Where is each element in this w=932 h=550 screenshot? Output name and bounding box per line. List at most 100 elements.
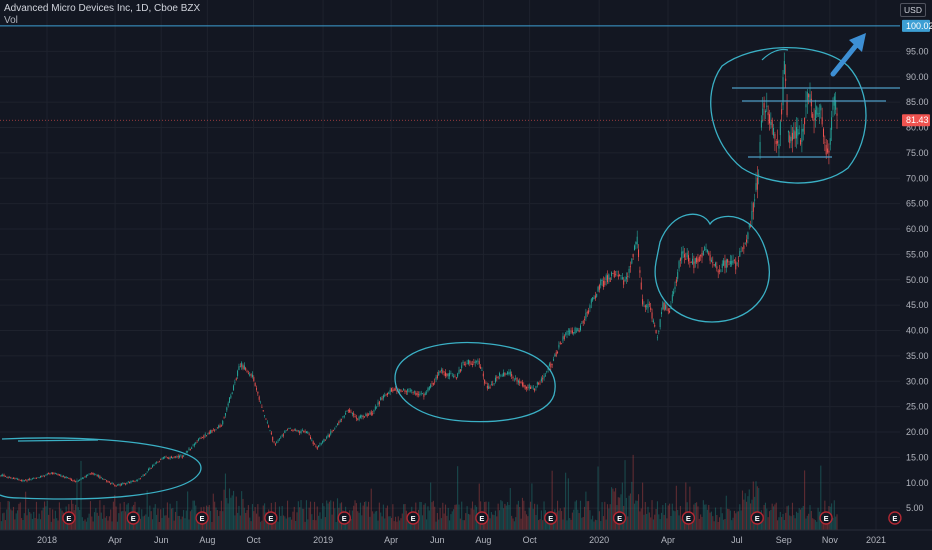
volume-bar xyxy=(783,519,785,530)
volume-bar xyxy=(119,503,121,530)
earnings-marker[interactable]: E xyxy=(819,511,833,525)
candle xyxy=(793,122,795,140)
earnings-marker[interactable]: E xyxy=(264,511,278,525)
candle xyxy=(34,477,36,479)
earnings-marker[interactable]: E xyxy=(126,511,140,525)
volume-bar xyxy=(39,519,42,530)
currency-badge[interactable]: USD xyxy=(900,3,926,17)
candle xyxy=(577,327,579,332)
drawing-ellipse-2019[interactable] xyxy=(394,341,556,423)
volume-bar xyxy=(585,491,587,530)
volume-bar xyxy=(21,518,23,530)
candle xyxy=(330,429,332,436)
candle xyxy=(342,416,344,419)
candle xyxy=(736,262,738,267)
candle xyxy=(674,281,676,293)
candle xyxy=(814,99,816,128)
earnings-marker[interactable]: E xyxy=(475,511,489,525)
volume-bar xyxy=(168,517,170,530)
candle xyxy=(212,428,214,431)
drawing-tick-2020[interactable] xyxy=(761,48,789,61)
earnings-marker[interactable]: E xyxy=(612,511,627,525)
volume-bar xyxy=(524,510,526,530)
candle xyxy=(386,392,388,397)
price-axis[interactable]: 5.00 10.00 15.00 20.00 25.00 30.00 35.00 40.00 4… xyxy=(900,0,932,530)
earnings-marker[interactable]: E xyxy=(888,511,902,525)
volume-bar xyxy=(596,520,598,530)
volume-bar xyxy=(673,510,675,530)
drawing-line-2018[interactable] xyxy=(17,439,99,442)
candle xyxy=(655,329,657,334)
volume-bar xyxy=(311,514,313,530)
volume-bar xyxy=(547,521,549,530)
candle xyxy=(287,428,289,431)
candle xyxy=(401,390,403,392)
candle xyxy=(702,250,704,256)
candle xyxy=(747,231,749,244)
y-tick-label: 10.00 xyxy=(906,478,929,488)
volume-bar xyxy=(814,520,816,530)
earnings-marker[interactable]: E xyxy=(195,511,209,525)
earnings-marker[interactable]: E xyxy=(681,511,696,525)
volume-bar xyxy=(304,521,306,530)
volume-bar xyxy=(66,520,69,530)
candle xyxy=(269,429,271,432)
volume-bar xyxy=(285,518,287,530)
earnings-marker[interactable]: E xyxy=(750,511,764,525)
candle xyxy=(10,476,12,479)
volume-bar xyxy=(407,516,409,530)
candle xyxy=(395,386,397,391)
volume-bar xyxy=(633,503,636,530)
candle xyxy=(480,364,482,369)
volume-bar xyxy=(457,466,459,530)
earnings-marker[interactable]: E xyxy=(544,511,558,525)
candle xyxy=(636,230,638,249)
volume-bar xyxy=(613,491,615,530)
volume-bar xyxy=(102,518,104,530)
volume-bar xyxy=(515,517,517,530)
drawing-ellipse-2020-mid[interactable] xyxy=(654,213,770,323)
candle xyxy=(334,427,336,431)
volume-bar xyxy=(14,519,16,530)
candle xyxy=(264,415,266,418)
volume-bar xyxy=(295,520,297,530)
candle xyxy=(648,301,650,308)
earnings-marker[interactable]: E xyxy=(406,511,420,525)
volume-bar xyxy=(31,518,33,530)
candle xyxy=(320,442,322,446)
candle xyxy=(426,390,428,395)
earnings-marker[interactable]: E xyxy=(337,511,351,525)
volume-bar xyxy=(584,506,586,530)
candle xyxy=(431,380,433,387)
earnings-marker[interactable]: E xyxy=(62,511,76,525)
volume-bar xyxy=(146,490,148,530)
candle xyxy=(215,428,217,431)
candle xyxy=(835,91,837,115)
candle xyxy=(169,456,171,460)
volume-bar xyxy=(832,517,834,530)
volume-bar xyxy=(777,520,779,530)
candle xyxy=(130,480,132,484)
candle xyxy=(237,369,239,380)
candle xyxy=(3,473,5,478)
drawing-ellipse-2018[interactable] xyxy=(0,437,202,500)
volume-bar xyxy=(326,500,328,530)
arrow-up-icon[interactable] xyxy=(830,33,866,77)
volume-bar xyxy=(160,509,162,530)
candle xyxy=(709,250,711,265)
symbol-legend: Advanced Micro Devices Inc, 1D, Cboe BZX… xyxy=(4,3,200,27)
candle xyxy=(191,446,193,450)
candle xyxy=(324,439,326,441)
volume-bar xyxy=(748,489,750,530)
volume-bar xyxy=(493,515,495,530)
drawing-ellipse-2020-top[interactable] xyxy=(710,46,867,184)
time-axis[interactable]: 2018 Apr Jun Aug Oct 2019 Apr Jun Aug Oct 2020 Apr J… xyxy=(0,529,932,550)
candle xyxy=(341,418,343,423)
y-tick-label: 95.00 xyxy=(906,46,929,56)
candle xyxy=(177,454,179,459)
volume-bar xyxy=(149,505,151,530)
candle xyxy=(613,270,615,279)
candle xyxy=(404,389,406,395)
